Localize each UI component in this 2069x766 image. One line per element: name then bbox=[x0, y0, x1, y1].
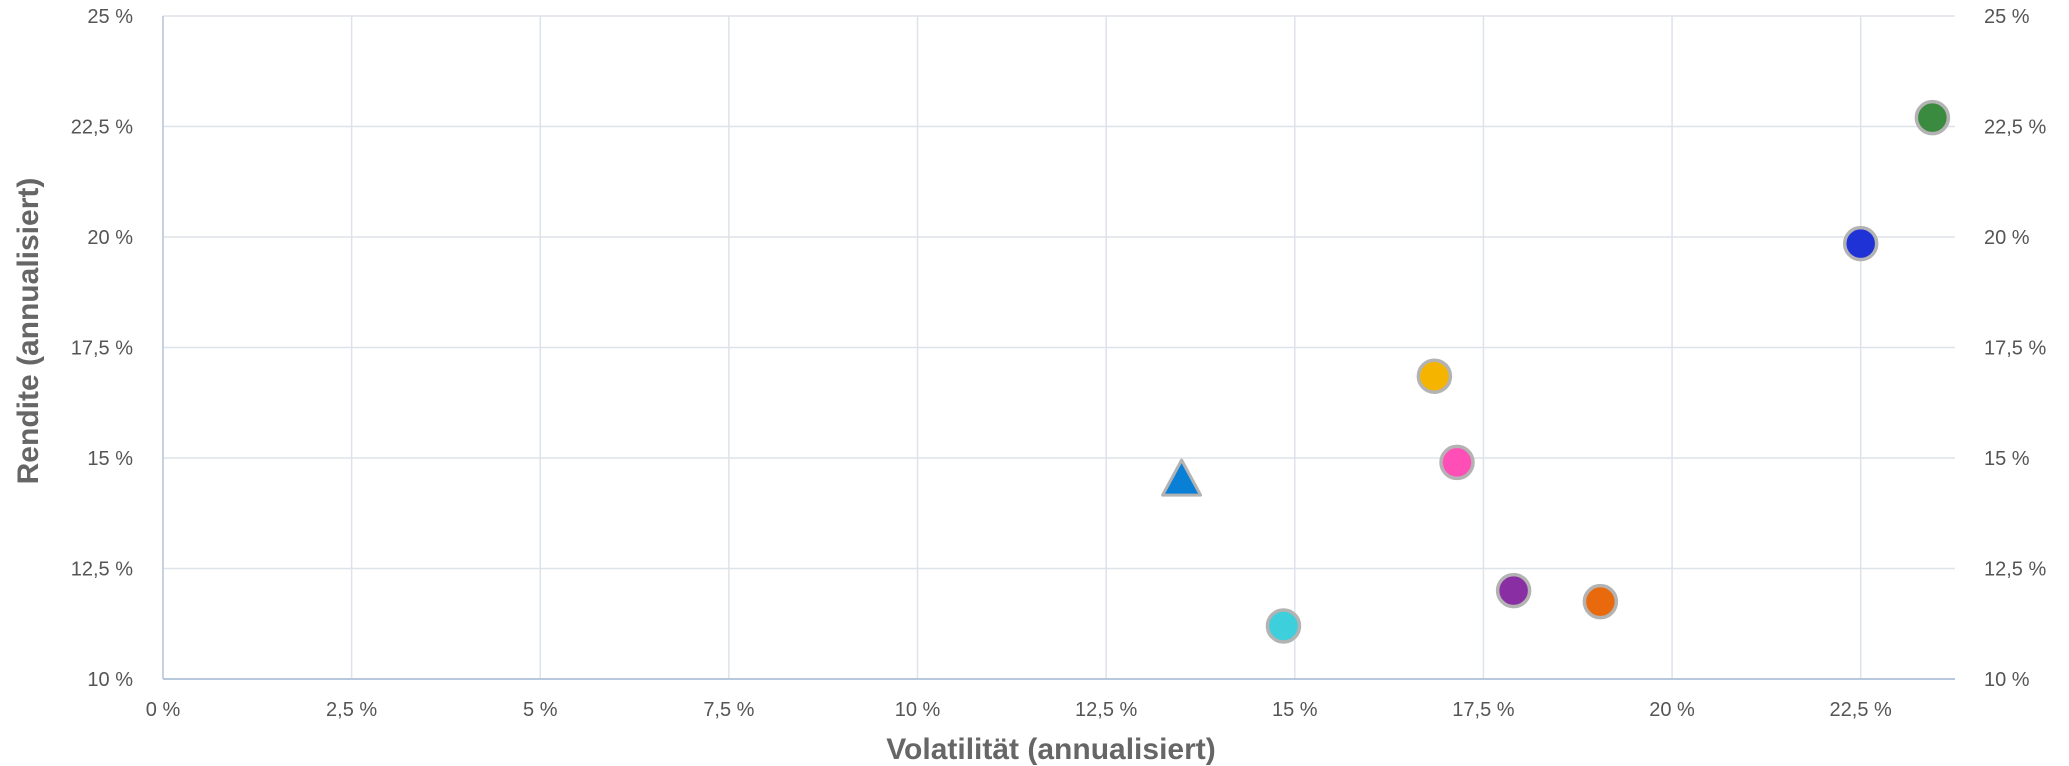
y-tick-label-left: 10 % bbox=[87, 669, 133, 691]
y-tick-label-right: 20 % bbox=[1984, 227, 2030, 249]
data-point-triangle[interactable] bbox=[1161, 458, 1203, 497]
y-tick-label-right: 12,5 % bbox=[1984, 559, 2046, 581]
data-point[interactable] bbox=[1914, 99, 1951, 136]
y-tick-label-right: 10 % bbox=[1984, 669, 2030, 691]
y-axis-title: Rendite (annualisiert) bbox=[12, 178, 45, 485]
y-tick-label-left: 12,5 % bbox=[71, 559, 133, 581]
y-tick-label-right: 25 % bbox=[1984, 6, 2030, 28]
x-tick-label: 20 % bbox=[1649, 699, 1695, 721]
y-tick-label-right: 22,5 % bbox=[1984, 117, 2046, 139]
y-tick-label-right: 17,5 % bbox=[1984, 338, 2046, 360]
data-point[interactable] bbox=[1582, 583, 1619, 620]
y-tick-label-left: 15 % bbox=[87, 448, 133, 470]
x-tick-label: 17,5 % bbox=[1452, 699, 1514, 721]
x-tick-label: 0 % bbox=[146, 699, 181, 721]
x-tick-label: 22,5 % bbox=[1830, 699, 1892, 721]
data-point[interactable] bbox=[1842, 225, 1879, 262]
x-tick-label: 2,5 % bbox=[326, 699, 377, 721]
x-tick-label: 7,5 % bbox=[703, 699, 754, 721]
x-tick-label: 10 % bbox=[895, 699, 941, 721]
x-tick-label: 5 % bbox=[523, 699, 558, 721]
data-points bbox=[1161, 99, 1951, 644]
y-tick-label-left: 17,5 % bbox=[71, 338, 133, 360]
y-tick-label-left: 20 % bbox=[87, 227, 133, 249]
y-tick-label-left: 25 % bbox=[87, 6, 133, 28]
data-point[interactable] bbox=[1439, 444, 1475, 481]
x-tick-label: 15 % bbox=[1272, 699, 1318, 721]
y-tick-label-left: 22,5 % bbox=[71, 117, 133, 139]
data-point[interactable] bbox=[1416, 358, 1453, 394]
x-tick-label: 12,5 % bbox=[1075, 699, 1137, 721]
grid bbox=[162, 15, 1955, 680]
x-axis-title: Volatilität (annualisiert) bbox=[886, 733, 1216, 766]
data-point[interactable] bbox=[1265, 608, 1302, 644]
y-tick-label-right: 15 % bbox=[1984, 448, 2030, 470]
data-point[interactable] bbox=[1495, 572, 1532, 609]
axes: 10 % 10 % 12,5 % 12,5 % 15 % 15 % 17,5 % 17,5 %… bbox=[71, 6, 2047, 721]
